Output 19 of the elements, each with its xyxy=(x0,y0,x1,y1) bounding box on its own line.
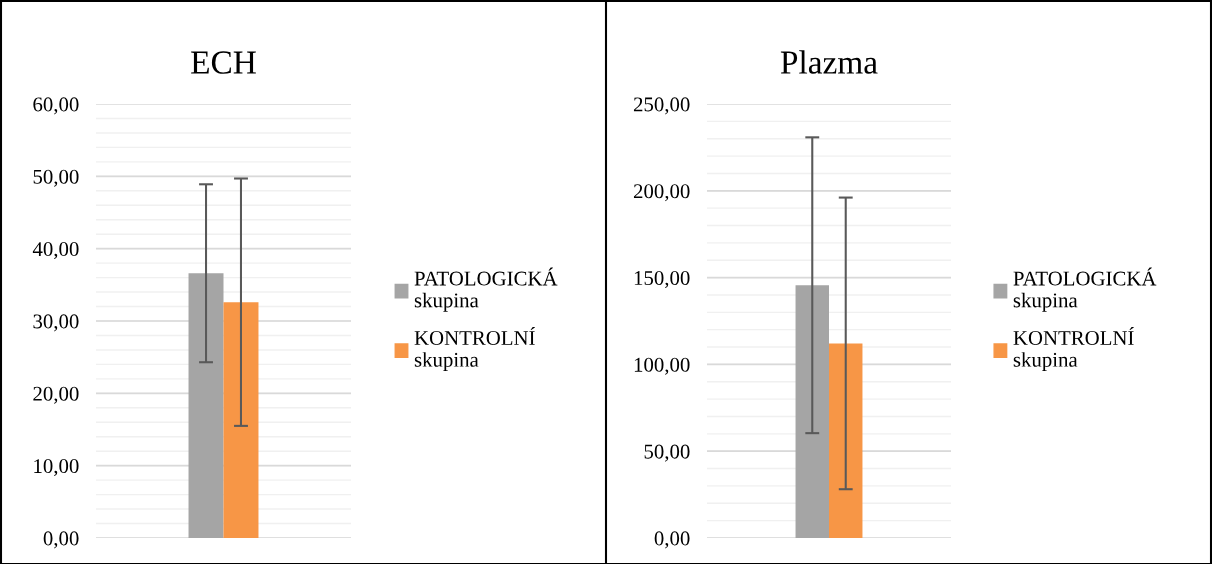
y-tick-label: 200,00 xyxy=(633,184,690,202)
y-tick-label: 20,00 xyxy=(33,386,79,404)
y-tick-label: 40,00 xyxy=(32,242,79,260)
y-tick-label: 0,00 xyxy=(43,531,79,549)
y-tick-label: 30,00 xyxy=(33,314,79,332)
legend-label: PATOLOGICKÁ skupina xyxy=(1013,267,1157,312)
legend-label: PATOLOGICKÁ skupina xyxy=(414,267,558,312)
y-tick-label: 50,00 xyxy=(644,444,690,462)
chart-title: ECH xyxy=(191,51,256,74)
y-tick-label: 100,00 xyxy=(634,357,690,375)
y-tick-label: 0,00 xyxy=(654,531,690,549)
legend-label: KONTROLNÍ skupina xyxy=(414,327,535,372)
y-tick-label: 150,00 xyxy=(634,270,690,289)
legend-label: KONTROLNÍ skupina xyxy=(1013,327,1134,372)
y-tick-label: 60,00 xyxy=(33,97,79,115)
y-tick-label: 10,00 xyxy=(34,459,79,477)
y-tick-label: 250,00 xyxy=(633,97,690,115)
y-tick-label: 50,00 xyxy=(33,169,79,187)
chart-title: Plazma xyxy=(780,50,878,74)
